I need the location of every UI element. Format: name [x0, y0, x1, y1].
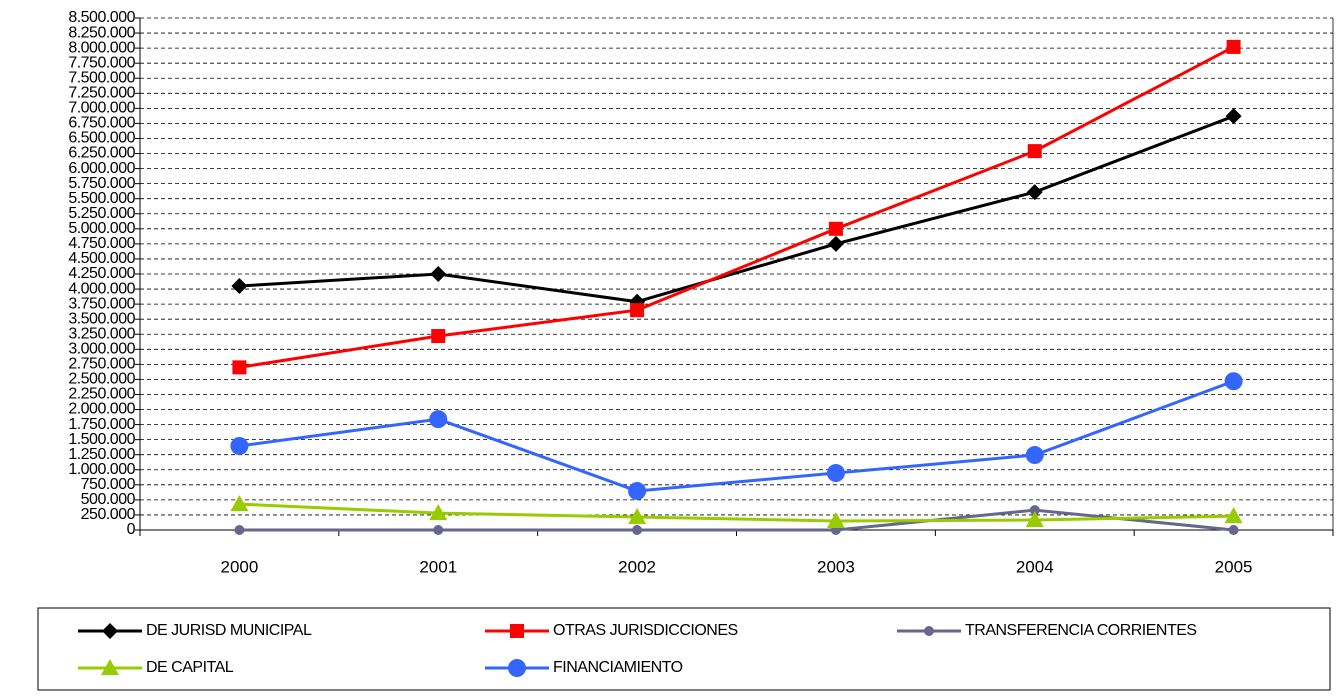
marker — [1224, 372, 1243, 391]
marker — [1228, 525, 1239, 535]
marker — [1029, 505, 1040, 516]
y-tick-label: 6.500.000 — [68, 130, 135, 147]
y-tick-label: 250.000 — [81, 506, 136, 523]
y-tick-label: 8.250.000 — [68, 24, 135, 41]
marker — [827, 235, 844, 252]
y-tick-label: 5.750.000 — [68, 175, 135, 192]
y-tick-label: 5.500.000 — [68, 190, 135, 207]
marker — [234, 525, 245, 535]
x-tick-label: 2003 — [817, 557, 855, 576]
x-tick-label: 2004 — [1016, 557, 1054, 576]
y-tick-label: 1.750.000 — [68, 416, 135, 433]
marker — [230, 495, 249, 512]
marker — [1226, 39, 1241, 54]
marker — [1027, 144, 1042, 159]
marker — [429, 504, 448, 521]
legend-label: DE JURISD MUNICIPAL — [146, 622, 312, 639]
series-line — [239, 45, 1235, 369]
y-tick-label: 8.000.000 — [68, 39, 135, 56]
y-tick-label: 7.500.000 — [68, 69, 135, 86]
y-tick-label: 0 — [127, 521, 136, 538]
marker — [826, 464, 845, 483]
marker — [632, 525, 643, 535]
y-tick-label: 2.000.000 — [68, 401, 135, 418]
legend-label: FINANCIAMIENTO — [553, 659, 683, 676]
marker — [102, 623, 118, 639]
marker — [430, 266, 447, 282]
marker — [508, 659, 526, 677]
y-tick-label: 2.750.000 — [68, 356, 135, 373]
marker — [628, 508, 647, 525]
y-tick-label: 4.250.000 — [68, 265, 135, 282]
y-tick-label: 3.250.000 — [68, 325, 135, 342]
legend-label: OTRAS JURISDICCIONES — [553, 622, 738, 639]
marker — [101, 659, 119, 675]
x-tick-label: 2002 — [618, 557, 656, 576]
legend-label: DE CAPITAL — [146, 659, 234, 676]
x-tick-label: 2000 — [221, 557, 259, 576]
y-tick-label: 4.500.000 — [68, 250, 135, 267]
y-tick-label: 7.250.000 — [68, 85, 135, 102]
marker — [630, 303, 645, 318]
x-tick-label: 2005 — [1215, 557, 1253, 576]
y-tick-label: 4.000.000 — [68, 280, 135, 297]
y-tick-label: 7.000.000 — [68, 100, 135, 117]
marker — [1225, 108, 1242, 125]
legend-label: TRANSFERENCIA CORRIENTES — [965, 622, 1197, 639]
y-tick-label: 6.250.000 — [68, 145, 135, 162]
marker — [433, 525, 444, 535]
y-tick-label: 1.500.000 — [68, 431, 135, 448]
y-tick-label: 1.000.000 — [68, 461, 135, 478]
y-tick-label: 4.750.000 — [68, 235, 135, 252]
marker — [1025, 511, 1044, 528]
marker — [1224, 507, 1243, 524]
legend-box — [37, 607, 1331, 691]
y-tick-label: 3.000.000 — [68, 341, 135, 358]
series-line — [239, 114, 1235, 304]
x-tick-label: 2001 — [419, 557, 457, 576]
y-tick-label: 2.250.000 — [68, 386, 135, 403]
marker — [924, 626, 934, 636]
series-line — [239, 502, 1234, 523]
marker — [429, 410, 448, 429]
y-tick-label: 5.250.000 — [68, 205, 135, 222]
marker — [231, 278, 248, 295]
marker — [826, 511, 845, 528]
y-tick-label: 6.000.000 — [68, 160, 135, 177]
y-tick-label: 2.500.000 — [68, 371, 135, 388]
series-line — [239, 379, 1235, 493]
y-tick-label: 1.250.000 — [68, 446, 135, 463]
series-line — [239, 508, 1234, 532]
marker — [510, 624, 524, 638]
y-tick-label: 3.750.000 — [68, 295, 135, 312]
marker — [232, 360, 247, 375]
y-tick-label: 3.500.000 — [68, 310, 135, 327]
marker — [431, 329, 446, 344]
marker — [828, 221, 843, 236]
y-tick-label: 8.500.000 — [68, 9, 135, 26]
y-tick-label: 500.000 — [81, 491, 136, 508]
marker — [230, 436, 249, 455]
y-tick-label: 6.750.000 — [68, 115, 135, 132]
marker — [1025, 446, 1044, 465]
y-tick-label: 5.000.000 — [68, 220, 135, 237]
marker — [628, 482, 647, 501]
y-tick-label: 750.000 — [81, 476, 136, 493]
y-tick-label: 7.750.000 — [68, 54, 135, 71]
marker — [1026, 184, 1043, 201]
